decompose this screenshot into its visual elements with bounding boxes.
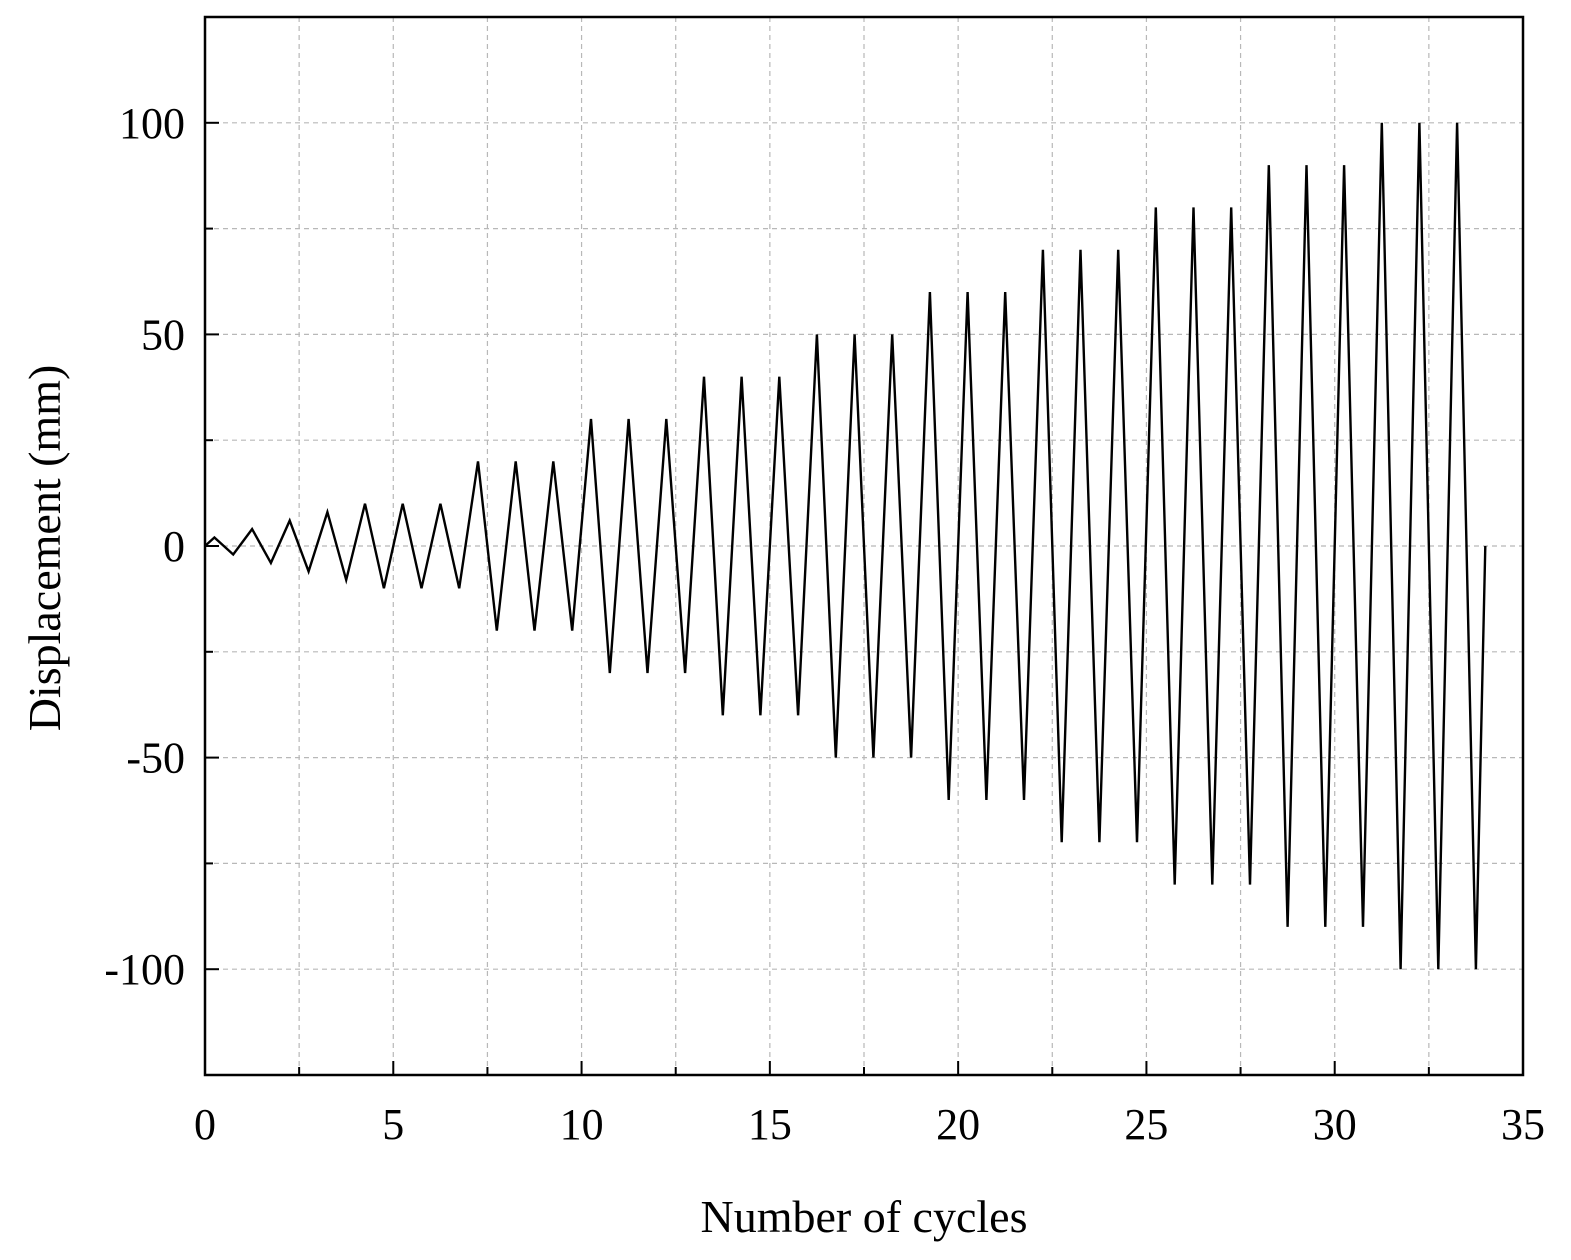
y-tick-label: 100 (119, 99, 185, 148)
x-tick-labels: 0 5 10 15 20 25 30 35 (194, 1100, 1545, 1149)
y-tick-label: 50 (141, 310, 185, 359)
x-tick-label: 35 (1501, 1100, 1545, 1149)
y-axis-title: Displacement (mm) (19, 365, 70, 732)
x-tick-label: 30 (1313, 1100, 1357, 1149)
y-tick-label: -50 (126, 734, 185, 783)
x-axis-title: Number of cycles (701, 1191, 1028, 1242)
x-tick-label: 5 (382, 1100, 404, 1149)
axis-ticks (204, 121, 1524, 1075)
x-tick-label: 20 (936, 1100, 980, 1149)
x-tick-label: 25 (1124, 1100, 1168, 1149)
x-tick-label: 0 (194, 1100, 216, 1149)
y-tick-label: -100 (104, 945, 185, 994)
x-tick-label: 10 (560, 1100, 604, 1149)
x-tick-label: 15 (748, 1100, 792, 1149)
y-tick-label: 0 (163, 522, 185, 571)
displacement-series-line (204, 122, 1487, 970)
grid-lines (205, 17, 1523, 1075)
y-tick-labels: -100 -50 0 50 100 (104, 99, 185, 994)
series-layer (204, 122, 1487, 970)
